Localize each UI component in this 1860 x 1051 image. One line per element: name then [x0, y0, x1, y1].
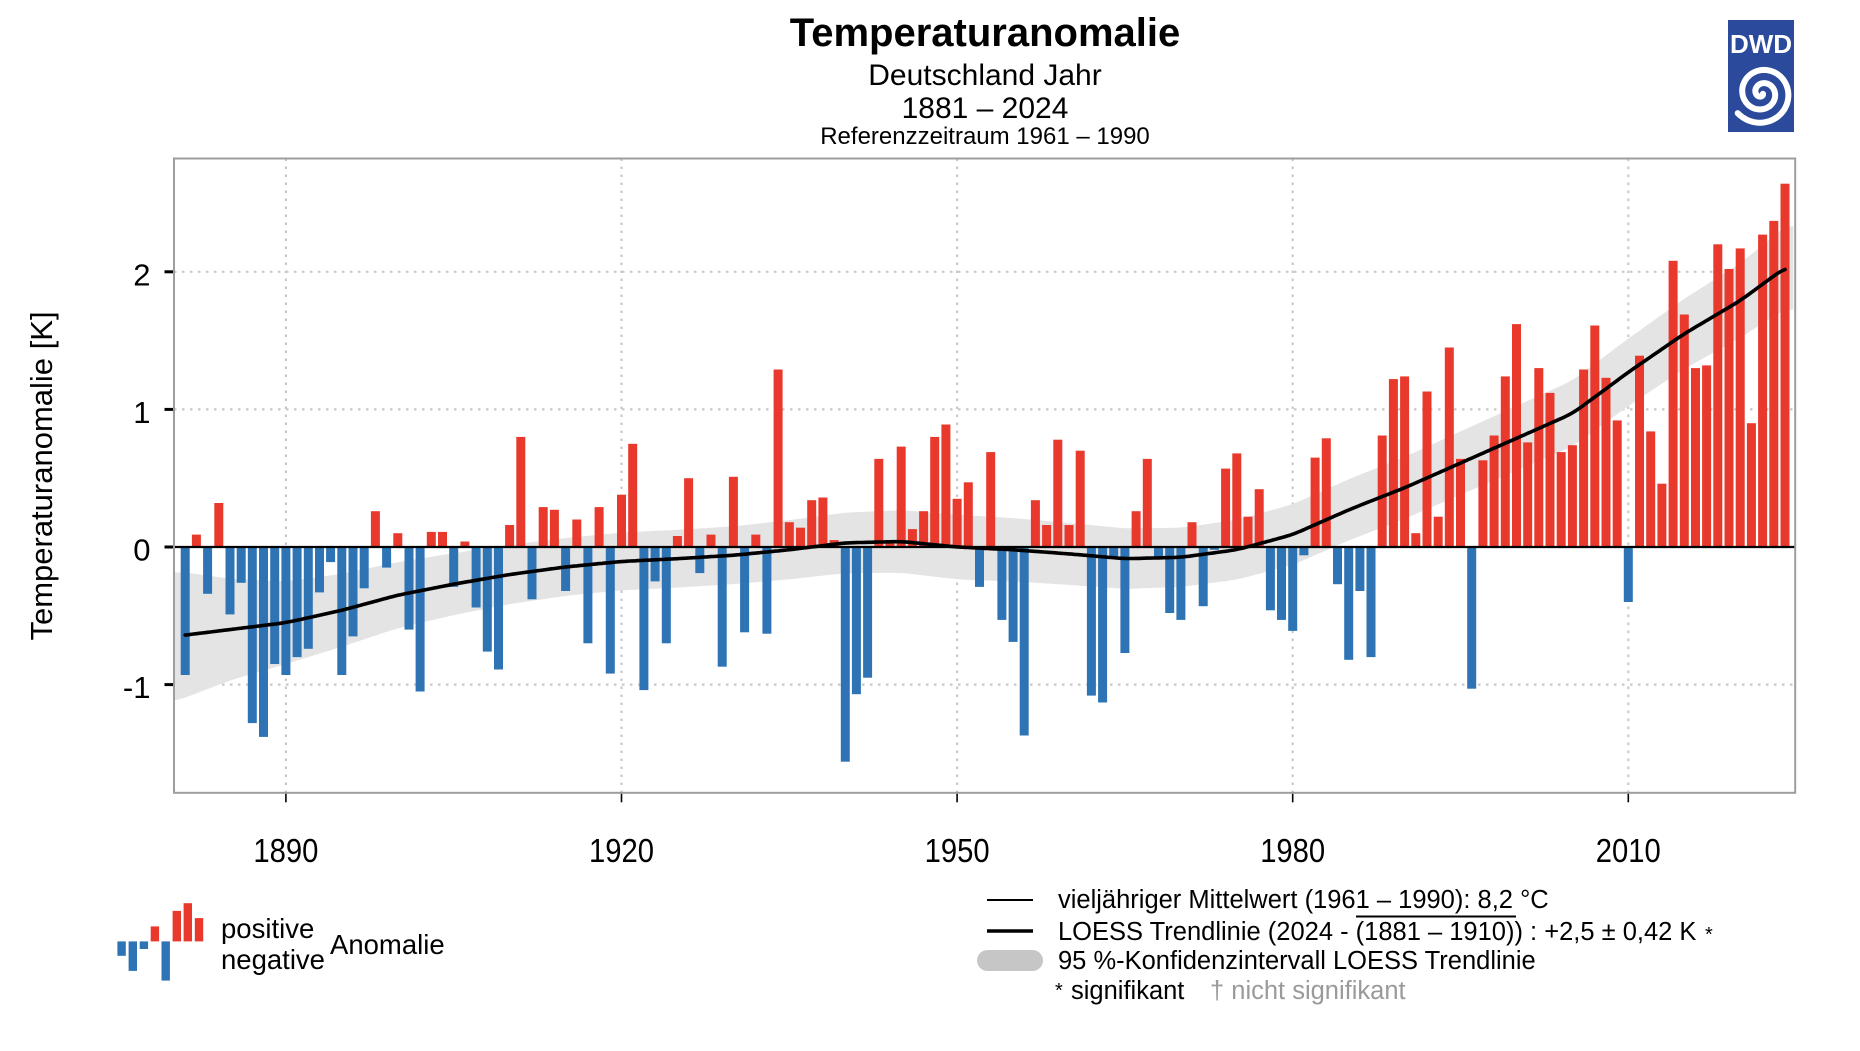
svg-text:signifikant: signifikant	[1071, 977, 1184, 1005]
svg-text:DWD: DWD	[1730, 29, 1792, 59]
svg-text:Temperaturanomalie [K]: Temperaturanomalie [K]	[24, 311, 59, 640]
svg-text:vieljähriger Mittelwert (1961: vieljähriger Mittelwert (1961 – 1990): 8…	[1058, 886, 1549, 914]
svg-text:Deutschland Jahr: Deutschland Jahr	[868, 59, 1101, 92]
svg-text:Temperaturanomalie: Temperaturanomalie	[790, 11, 1181, 55]
svg-text:† nicht signifikant: † nicht signifikant	[1210, 977, 1406, 1005]
svg-text:*: *	[1705, 924, 1713, 946]
svg-text:positive: positive	[221, 913, 314, 944]
svg-text:1890: 1890	[253, 832, 318, 869]
svg-text:2010: 2010	[1596, 832, 1661, 869]
svg-text:negative: negative	[221, 944, 325, 975]
svg-text:2: 2	[133, 257, 150, 292]
svg-text:Referenzzeitraum 1961 – 1990: Referenzzeitraum 1961 – 1990	[820, 123, 1150, 150]
svg-text:1: 1	[133, 395, 150, 430]
svg-text:1881 – 2024: 1881 – 2024	[902, 92, 1069, 125]
svg-text:0: 0	[133, 533, 150, 568]
svg-text:1920: 1920	[589, 832, 654, 869]
svg-text:Anomalie: Anomalie	[330, 929, 445, 960]
svg-text:1980: 1980	[1260, 832, 1325, 869]
svg-text:LOESS Trendlinie (2024 - (1881: LOESS Trendlinie (2024 - (1881 – 1910)) …	[1058, 918, 1696, 946]
svg-text:95 %-Konfidenzintervall LOESS: 95 %-Konfidenzintervall LOESS Trendlinie	[1058, 947, 1536, 975]
svg-text:1950: 1950	[925, 832, 990, 869]
svg-text:-1: -1	[123, 670, 151, 705]
svg-text:*: *	[1055, 980, 1063, 1002]
